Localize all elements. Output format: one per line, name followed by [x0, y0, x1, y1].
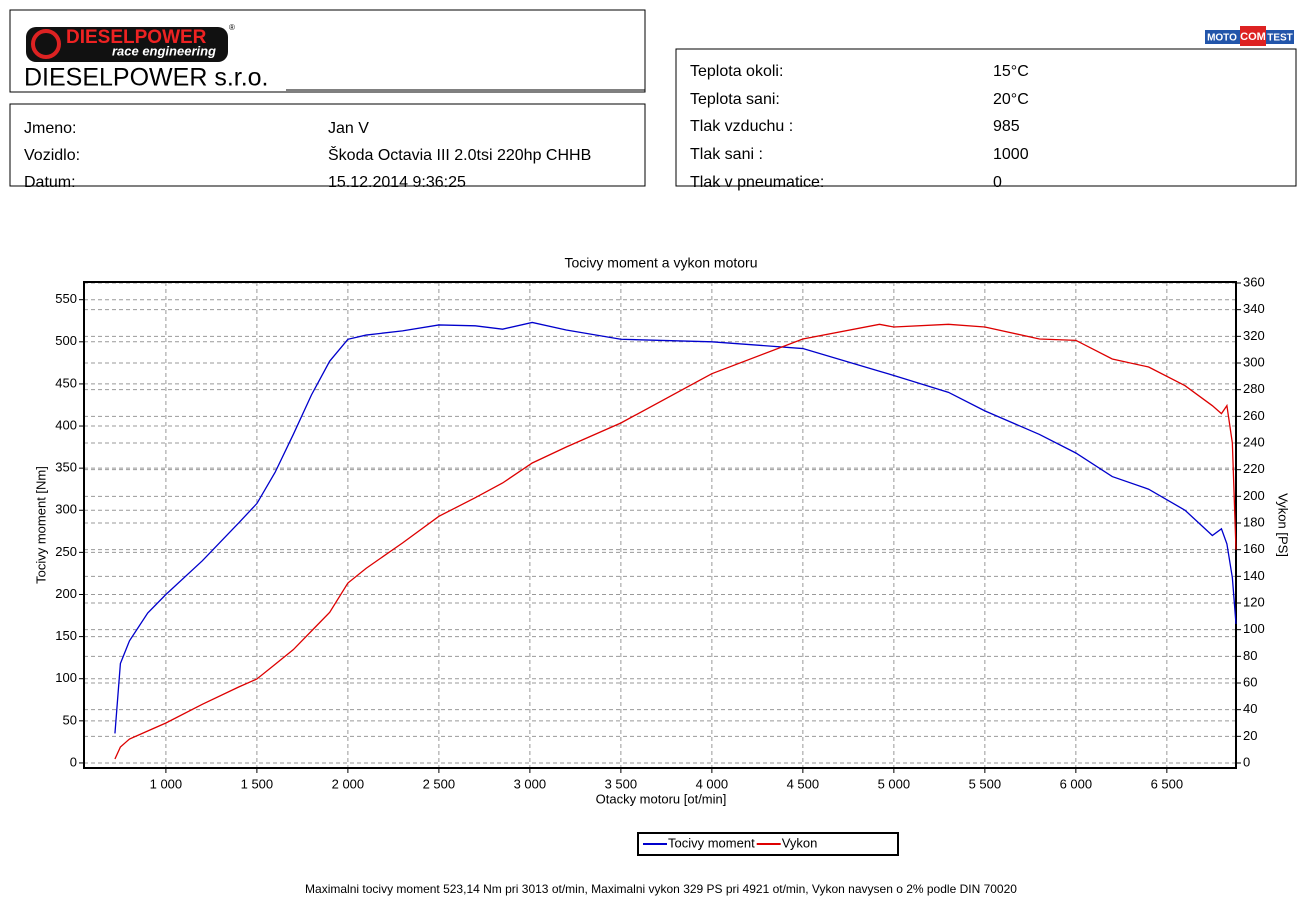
x-tick-label: 1 000	[150, 776, 183, 791]
field-label: Tlak v pneumatice:	[690, 174, 824, 191]
x-tick-label: 6 000	[1060, 776, 1093, 791]
y2-tick-label: 220	[1243, 461, 1265, 476]
y2-tick-label: 60	[1243, 674, 1257, 689]
field-label: Teplota sani:	[690, 91, 780, 108]
x-tick-label: 3 500	[605, 776, 638, 791]
x-tick-label: 5 000	[878, 776, 911, 791]
x-tick-label: 5 500	[969, 776, 1002, 791]
y2-tick-label: 180	[1243, 514, 1265, 529]
chart-title: Tocivy moment a vykon motoru	[565, 255, 758, 271]
legend-label: Tocivy moment	[668, 835, 755, 850]
y-tick-label: 350	[55, 460, 77, 475]
y-tick-label: 0	[70, 754, 77, 769]
footnote: Maximalni tocivy moment 523,14 Nm pri 30…	[305, 882, 1017, 896]
y-tick-label: 50	[63, 712, 77, 727]
brand-bg	[1240, 26, 1266, 46]
y2-tick-label: 160	[1243, 541, 1265, 556]
field-value: Škoda Octavia III 2.0tsi 220hp CHHB	[328, 145, 591, 164]
y2-tick-label: 120	[1243, 594, 1265, 609]
y2-tick-label: 340	[1243, 301, 1265, 316]
line-series	[114, 321, 1237, 734]
y2-tick-label: 320	[1243, 328, 1265, 343]
logo-icon	[31, 29, 61, 59]
brand: MOTO	[1207, 33, 1237, 44]
y2-tick-label: 40	[1243, 701, 1257, 716]
brand-bg	[1205, 30, 1247, 44]
y2-tick-label: 200	[1243, 488, 1265, 503]
brand: COM	[1240, 31, 1266, 43]
y2-tick-label: 240	[1243, 434, 1265, 449]
logo-mark: ®	[229, 23, 235, 32]
brand-bg	[1266, 30, 1294, 44]
y2-tick-label: 0	[1243, 754, 1250, 769]
y-tick-label: 150	[55, 628, 77, 643]
x-tick-label: 2 500	[423, 776, 456, 791]
x-tick-label: 4 000	[696, 776, 729, 791]
x-tick-label: 3 000	[514, 776, 547, 791]
plot-frame	[83, 281, 1237, 769]
y-tick-label: 300	[55, 502, 77, 517]
y2-tick-label: 20	[1243, 728, 1257, 743]
field-label: Tlak vzduchu :	[690, 118, 793, 135]
brand: TEST	[1267, 33, 1293, 44]
x-tick-label: 4 500	[787, 776, 820, 791]
y2-tick-label: 360	[1243, 274, 1265, 289]
field-value: 1000	[993, 146, 1029, 163]
logo-bg	[26, 27, 228, 62]
field-label: Jmeno:	[24, 120, 76, 137]
y-axis-label: Tocivy moment [Nm]	[33, 466, 48, 584]
y-tick-label: 250	[55, 544, 77, 559]
field-label: Datum:	[24, 174, 76, 191]
field-value: 0	[993, 174, 1002, 191]
field-value: 20°C	[993, 91, 1029, 108]
field-value: Jan V	[328, 120, 369, 137]
y2-tick-label: 300	[1243, 354, 1265, 369]
field-value: 985	[993, 118, 1020, 135]
x-tick-label: 1 500	[241, 776, 274, 791]
field-value: 15°C	[993, 63, 1029, 80]
x-tick-label: 2 000	[332, 776, 365, 791]
y2-tick-label: 140	[1243, 568, 1265, 583]
company-box	[9, 9, 646, 93]
field-label: Teplota okoli:	[690, 63, 783, 80]
y-tick-label: 500	[55, 333, 77, 348]
y-tick-label: 400	[55, 417, 77, 432]
company-name: DIESELPOWER s.r.o.	[24, 64, 269, 92]
y-tick-label: 550	[55, 291, 77, 306]
x-axis-label: Otacky motoru [ot/min]	[596, 791, 727, 806]
y-tick-label: 100	[55, 670, 77, 685]
y2-axis-label: Vykon [PS]	[1276, 493, 1291, 557]
y2-tick-label: 260	[1243, 408, 1265, 423]
y2-tick-label: 280	[1243, 381, 1265, 396]
x-tick-label: 6 500	[1151, 776, 1184, 791]
field-value: 15.12.2014 9:36:25	[328, 174, 466, 191]
logo-tagline: race engineering	[112, 43, 216, 58]
field-label: Vozidlo:	[24, 147, 80, 164]
field-label: Tlak sani :	[690, 146, 763, 163]
y2-tick-label: 100	[1243, 621, 1265, 636]
legend-label: Vykon	[782, 835, 818, 850]
y-tick-label: 450	[55, 375, 77, 390]
y2-tick-label: 80	[1243, 648, 1257, 663]
line-series	[114, 323, 1237, 760]
logo-name: DIESELPOWER	[66, 27, 207, 48]
y-tick-label: 200	[55, 586, 77, 601]
